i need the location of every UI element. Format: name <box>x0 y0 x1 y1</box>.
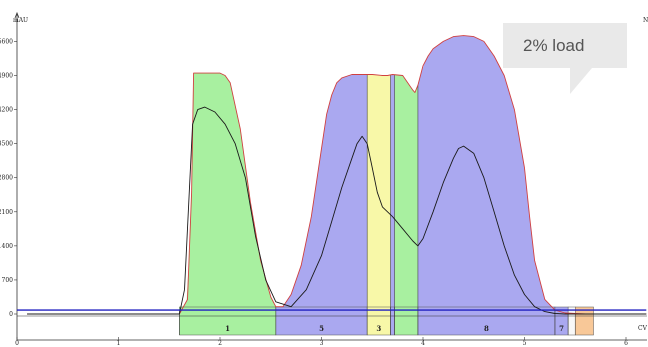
fraction-label-2: 5 <box>319 324 324 333</box>
y-tick-label: 4900 <box>0 73 13 80</box>
y-tick-label: 3500 <box>0 141 13 148</box>
y-tick-label: 2100 <box>0 209 13 216</box>
fraction-label-6: 8 <box>484 324 489 333</box>
y-tick-label: 700 <box>2 277 14 284</box>
fraction-band-9 <box>575 306 594 336</box>
fraction-band-4 <box>390 306 395 336</box>
y-tick-label: 0 <box>9 311 13 318</box>
x-tick-label: 1 <box>117 340 121 347</box>
fraction-label-7: 7 <box>559 324 564 333</box>
series-line-2 <box>27 106 647 315</box>
x-tick-label: 4 <box>421 340 425 347</box>
annotation-callout: 2% load <box>503 23 627 68</box>
y-tick-label: 1400 <box>0 243 13 250</box>
x-tick-label: 0 <box>15 340 19 347</box>
fraction-label-3: 3 <box>376 324 381 333</box>
x-tick-label: 3 <box>320 340 324 347</box>
chart-series <box>17 35 647 315</box>
x-tick-label: 5 <box>523 340 527 347</box>
corner-label: N <box>643 17 648 24</box>
y-tick-label: 4200 <box>0 107 13 114</box>
annotation-callout-tail <box>570 68 592 94</box>
chart-labels: 1 5 3 8 7 <box>225 324 564 333</box>
fraction-region-1 <box>179 73 276 335</box>
x-tick-label: 6 <box>624 340 628 347</box>
y-unit-label: mAU <box>13 17 28 24</box>
x-unit-label: CV <box>638 325 648 332</box>
series-line-1 <box>27 35 647 315</box>
y-axis-arrow <box>14 11 20 19</box>
y-tick-label: 5600 <box>0 38 13 45</box>
x-tick-label: 2 <box>218 340 222 347</box>
fraction-region-4 <box>390 74 395 335</box>
fraction-band-5 <box>394 306 419 336</box>
fraction-label-1: 1 <box>225 324 230 333</box>
fraction-regions <box>179 35 594 336</box>
axes: 070014002100280035004200490056000123456 <box>0 11 647 347</box>
fraction-band-1 <box>179 306 277 336</box>
annotation-text: 2% load <box>523 36 585 55</box>
fraction-region-2 <box>275 74 368 335</box>
fraction-region-3 <box>367 74 391 335</box>
fraction-band-8 <box>567 306 576 336</box>
fraction-region-5 <box>394 74 418 335</box>
y-tick-label: 2800 <box>0 175 13 182</box>
